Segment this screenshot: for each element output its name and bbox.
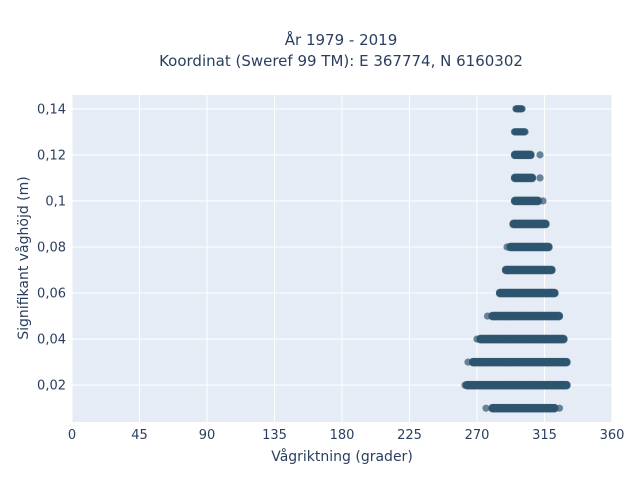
x-tick-label: 315 bbox=[532, 428, 557, 443]
x-tick-label: 90 bbox=[199, 428, 216, 443]
data-point bbox=[528, 174, 537, 183]
y-tick-label: 0,14 bbox=[37, 102, 66, 117]
data-point bbox=[473, 335, 481, 343]
x-tick-label: 180 bbox=[330, 428, 355, 443]
data-point bbox=[536, 151, 544, 159]
y-tick-label: 0,1 bbox=[45, 194, 66, 209]
data-point bbox=[555, 404, 564, 412]
data-point bbox=[555, 313, 564, 321]
data-point bbox=[527, 151, 535, 160]
x-axis-ticks: 0 45 90 135 180 225 270 315 360 bbox=[68, 428, 625, 443]
data-points bbox=[461, 105, 571, 413]
x-tick-label: 0 bbox=[68, 428, 76, 443]
data-point bbox=[521, 128, 529, 136]
x-axis-title: Vågriktning (grader) bbox=[271, 448, 413, 465]
data-point bbox=[503, 243, 511, 251]
y-axis-title: Signifikant våghöjd (m) bbox=[15, 176, 32, 339]
data-point bbox=[542, 221, 550, 229]
x-tick-label: 225 bbox=[397, 428, 422, 443]
x-tick-label: 360 bbox=[600, 428, 625, 443]
x-tick-label: 270 bbox=[465, 428, 490, 443]
data-point bbox=[536, 174, 544, 182]
data-point bbox=[483, 312, 492, 320]
data-point bbox=[539, 197, 547, 205]
y-tick-label: 0,04 bbox=[37, 333, 66, 348]
chart-title-line-1: År 1979 - 2019 bbox=[285, 30, 398, 49]
y-tick-label: 0,12 bbox=[37, 148, 66, 163]
data-point bbox=[482, 404, 490, 412]
data-point bbox=[563, 359, 571, 367]
y-tick-label: 0,08 bbox=[37, 240, 66, 255]
data-point bbox=[518, 105, 526, 113]
data-point bbox=[560, 336, 568, 344]
y-tick-label: 0,02 bbox=[37, 379, 66, 394]
data-point bbox=[548, 267, 556, 275]
chart-title-line-2: Koordinat (Sweref 99 TM): E 367774, N 61… bbox=[159, 52, 523, 70]
x-tick-label: 135 bbox=[262, 428, 287, 443]
x-tick-label: 45 bbox=[131, 428, 148, 443]
data-point bbox=[461, 381, 469, 389]
data-point bbox=[464, 358, 472, 366]
y-axis-ticks: 0,02 0,04 0,06 0,08 0,1 0,12 0,14 bbox=[37, 102, 66, 393]
y-tick-label: 0,06 bbox=[37, 287, 66, 302]
data-point bbox=[551, 290, 559, 298]
data-point bbox=[563, 382, 571, 390]
data-point bbox=[545, 244, 553, 252]
